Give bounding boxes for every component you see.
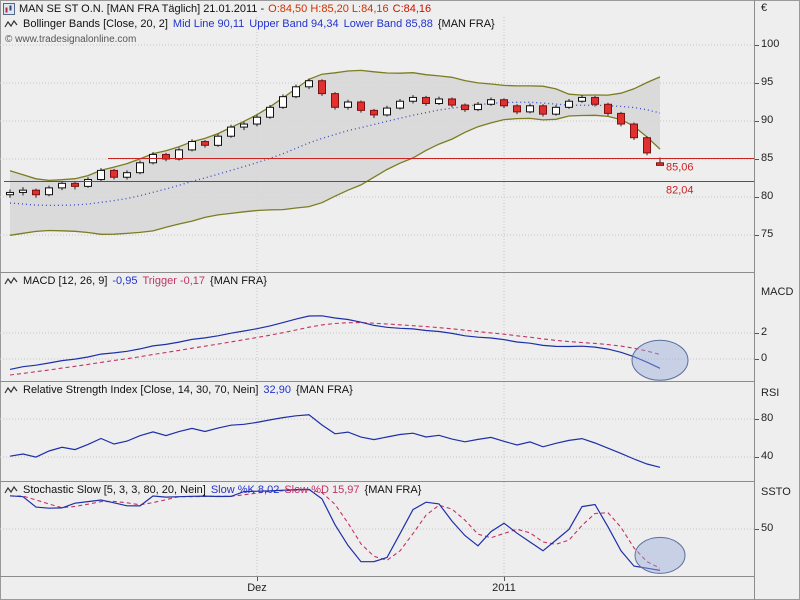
stochastic-legend[interactable]: Stochastic Slow [5, 3, 3, 80, 20, Nein] … xyxy=(4,484,421,496)
axis-tick-mark xyxy=(755,45,759,46)
macd-name: MACD [12, 26, 9] xyxy=(23,275,108,287)
price-alert-label: 82,04 xyxy=(666,184,694,196)
rsi-panel: Relative Strength Index [Close, 14, 30, … xyxy=(0,381,754,482)
axis-tick-mark xyxy=(755,83,759,84)
gridlines xyxy=(0,17,754,272)
price-tick: 75 xyxy=(761,228,774,240)
title-instrument: MAN SE ST O.N. [MAN FRA Täglich] 21.01.2… xyxy=(19,2,265,15)
axis-tick-mark xyxy=(755,235,759,236)
stochastic-k-line xyxy=(9,488,661,571)
macd-context: {MAN FRA} xyxy=(210,275,267,287)
indicator-icon xyxy=(4,19,18,29)
rsi-chart[interactable] xyxy=(0,382,754,481)
candlestick-chart[interactable]: 85,06 82,04 xyxy=(0,17,754,272)
axis-tick-mark xyxy=(755,121,759,122)
price-tick: 95 xyxy=(761,76,774,88)
stochastic-name: Stochastic Slow [5, 3, 3, 80, 20, Nein] xyxy=(23,484,206,496)
price-tick: 80 xyxy=(761,190,774,202)
rsi-line xyxy=(9,414,661,468)
price-alert-label: 85,06 xyxy=(666,162,694,174)
highlight-circle-macd[interactable] xyxy=(631,339,689,381)
bollinger-lower-line xyxy=(9,114,661,236)
macd-legend[interactable]: MACD [12, 26, 9] -0,95 Trigger -0,17 {MA… xyxy=(4,275,267,287)
price-panel: 85,06 82,04 Bollinger Bands [Close, 20, 2… xyxy=(0,17,754,272)
macd-chart[interactable] xyxy=(0,273,754,381)
gridlines xyxy=(0,273,754,381)
axis-tick-mark xyxy=(755,159,759,160)
axis-tick-mark xyxy=(755,333,759,334)
bollinger-context: {MAN FRA} xyxy=(437,18,495,30)
price-tick: 100 xyxy=(761,38,780,50)
stochastic-panel: Stochastic Slow [5, 3, 3, 80, 20, Nein] … xyxy=(0,481,754,577)
axis-tick-mark xyxy=(755,359,759,360)
rsi-axis-label: RSI xyxy=(761,387,780,399)
bollinger-mid-value: Mid Line 90,11 xyxy=(172,18,245,30)
rsi-legend[interactable]: Relative Strength Index [Close, 14, 30, … xyxy=(4,384,353,396)
stochastic-axis-label: SSTO xyxy=(761,486,791,498)
time-axis[interactable]: Dez 2011 xyxy=(0,576,754,600)
stochastic-k-value: Slow %K 8,02 xyxy=(210,484,280,496)
bollinger-band-area xyxy=(10,70,660,236)
x-axis-label-2011: 2011 xyxy=(492,582,516,594)
rsi-tick: 80 xyxy=(761,412,774,424)
bollinger-name: Bollinger Bands [Close, 20, 2] xyxy=(23,18,168,30)
bollinger-legend[interactable]: Bollinger Bands [Close, 20, 2] Mid Line … xyxy=(4,18,495,30)
macd-tick: 0 xyxy=(761,352,768,364)
bollinger-lower-value: Lower Band 85,88 xyxy=(343,18,433,30)
indicator-icon xyxy=(4,385,18,395)
macd-value: -0,95 xyxy=(112,275,138,287)
axis-tick-mark xyxy=(755,197,759,198)
chart-title-bar[interactable]: MAN SE ST O.N. [MAN FRA Täglich] 21.01.2… xyxy=(0,0,757,17)
candlestick-series xyxy=(6,78,664,198)
rsi-value: 32,90 xyxy=(263,384,291,396)
stochastic-chart[interactable] xyxy=(0,482,754,576)
macd-tick: 2 xyxy=(761,326,768,338)
title-close-value: C:84,16 xyxy=(392,2,432,15)
stochastic-context: {MAN FRA} xyxy=(364,484,422,496)
watermark: © www.tradesignalonline.com xyxy=(5,34,137,45)
value-axis-strip[interactable]: € 100 95 90 85 80 75 MACD 2 0 RSI 80 40 … xyxy=(754,0,800,600)
indicator-icon xyxy=(4,276,18,286)
gridlines xyxy=(0,482,754,576)
title-ohl-values: O:84,50 H:85,20 L:84,16 xyxy=(268,2,389,15)
stochastic-d-value: Slow %D 15,97 xyxy=(284,484,360,496)
macd-axis-label: MACD xyxy=(761,286,794,298)
axis-currency-unit: € xyxy=(761,2,768,14)
bollinger-upper-value: Upper Band 94,34 xyxy=(249,18,339,30)
axis-tick-mark xyxy=(755,529,759,530)
x-axis-label-dez: Dez xyxy=(247,582,267,594)
highlight-circle-stoch[interactable] xyxy=(634,536,686,574)
stochastic-tick: 50 xyxy=(761,522,774,534)
time-axis-tick xyxy=(257,577,258,581)
price-tick: 90 xyxy=(761,114,774,126)
macd-panel: MACD [12, 26, 9] -0,95 Trigger -0,17 {MA… xyxy=(0,272,754,382)
indicator-icon xyxy=(4,485,18,495)
rsi-name: Relative Strength Index [Close, 14, 30, … xyxy=(23,384,259,396)
macd-trigger-value: Trigger -0,17 xyxy=(142,275,206,287)
bollinger-mid-line xyxy=(9,101,661,207)
gridlines xyxy=(0,382,754,481)
axis-tick-mark xyxy=(755,419,759,420)
chart-window-icon xyxy=(3,2,15,15)
rsi-tick: 40 xyxy=(761,450,774,462)
bollinger-upper-line xyxy=(9,69,661,182)
macd-line xyxy=(9,315,661,370)
macd-trigger-line xyxy=(9,322,661,376)
time-axis-tick xyxy=(504,577,505,581)
axis-tick-mark xyxy=(755,457,759,458)
price-tick: 85 xyxy=(761,152,774,164)
rsi-context: {MAN FRA} xyxy=(295,384,353,396)
